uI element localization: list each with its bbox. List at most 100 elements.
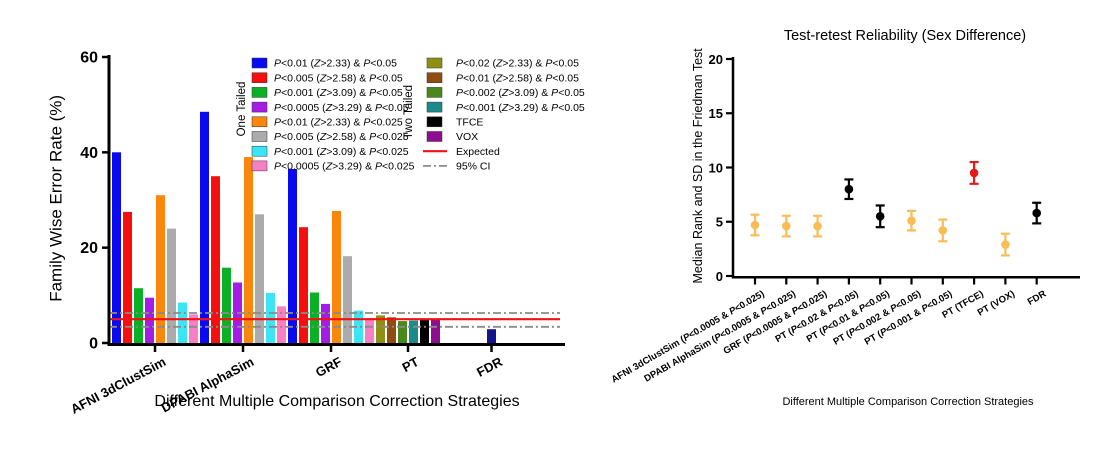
data-point — [1032, 208, 1041, 218]
category-label-fdr: FDR — [1026, 288, 1049, 307]
data-point — [969, 168, 979, 178]
data-point — [782, 221, 791, 231]
bar-afni-3dclustsim-2 — [134, 288, 143, 343]
bar-grf-5 — [343, 256, 352, 343]
legend-swatch-two-tailed-1 — [426, 72, 443, 83]
bar-afni-3dclustsim-5 — [167, 228, 176, 343]
bar-grf-0 — [288, 169, 297, 343]
legend-swatch-one-tailed-3 — [251, 101, 268, 113]
errorbar-point-pt-tfce — [969, 160, 979, 185]
y-tick-label: 0 — [716, 269, 723, 284]
legend-label-one-tailed-6: P<0.001 (Z>3.09) & P<0.025 — [274, 146, 409, 158]
fwer-y-axis-title: Family Wise Error Rate (%) — [46, 94, 66, 302]
category-label-fdr: FDR — [474, 354, 505, 380]
legend-swatch-two-tailed-4 — [426, 116, 443, 128]
data-point — [938, 226, 948, 235]
bar-afni-3dclustsim-7 — [189, 314, 198, 343]
bar-grf-1 — [299, 227, 308, 343]
bar-dpabi-alphasim-0 — [200, 111, 209, 343]
legend-label-two-tailed-0: P<0.02 (Z>2.33) & P<0.05 — [456, 58, 579, 70]
bar-pt-5 — [431, 319, 440, 343]
y-tick-label: 20 — [80, 240, 98, 257]
reliability-y-axis-title: Median Rank and SD in the Friedman Test — [691, 48, 706, 284]
bar-pt-0 — [376, 315, 385, 343]
errorbar-point-pt-p-0-01-p-0-05 — [875, 204, 885, 229]
y-tick-label: 15 — [709, 106, 723, 121]
errorbar-point-fdr — [1032, 201, 1042, 225]
reliability-chart-title: Test-retest Reliability (Sex Difference) — [783, 28, 1027, 44]
legend-label-one-tailed-4: P<0.01 (Z>2.33) & P<0.025 — [274, 117, 403, 129]
legend-label-one-tailed-3: P<0.0005 (Z>3.29) & P<0.05 — [274, 102, 409, 114]
bar-grf-7 — [365, 318, 374, 343]
bar-dpabi-alphasim-7 — [277, 306, 286, 343]
bar-pt-2 — [398, 321, 407, 343]
legend-swatch-one-tailed-0 — [251, 57, 268, 69]
bar-afni-3dclustsim-6 — [178, 302, 187, 343]
bar-grf-2 — [310, 292, 319, 343]
bar-dpabi-alphasim-1 — [211, 176, 220, 343]
bar-dpabi-alphasim-4 — [244, 157, 253, 343]
legend-swatch-one-tailed-6 — [251, 145, 268, 157]
legend-swatch-two-tailed-2 — [426, 87, 443, 98]
legend-label-two-tailed-4: TFCE — [456, 117, 483, 129]
category-label-pt: PT — [400, 354, 422, 375]
legend-one-tailed-title: One Tailed — [236, 82, 248, 137]
legend-expected-label: Expected — [456, 146, 500, 158]
bar-afni-3dclustsim-3 — [145, 297, 154, 343]
reliability-x-axis-title: Different Multiple Comparison Correction… — [782, 396, 1034, 408]
bar-group-afni-3dclustsim — [112, 152, 198, 343]
bar-dpabi-alphasim-5 — [255, 214, 264, 343]
legend-label-two-tailed-1: P<0.01 (Z>2.58) & P<0.05 — [456, 72, 579, 84]
legend-label-two-tailed-5: VOX — [456, 131, 478, 143]
data-point — [907, 216, 916, 225]
errorbar-point-grf-p-0-0005-p-0-025 — [813, 214, 823, 238]
y-tick-label: 5 — [716, 215, 723, 230]
bar-group-fdr — [487, 329, 496, 343]
errorbar-point-pt-vox — [1000, 232, 1010, 257]
y-tick-label: 40 — [80, 145, 98, 162]
bar-grf-4 — [332, 211, 341, 343]
errorbar-point-pt-p-0-002-p-0-05 — [907, 209, 916, 232]
y-tick-label: 10 — [709, 160, 723, 175]
legend-swatch-one-tailed-1 — [251, 72, 268, 83]
data-point — [750, 220, 760, 230]
legend-swatch-one-tailed-2 — [251, 87, 268, 98]
bar-grf-3 — [321, 303, 330, 343]
bar-fdr-0 — [487, 329, 496, 343]
bar-group-grf — [288, 169, 374, 343]
legend-label-one-tailed-0: P<0.01 (Z>2.33) & P<0.05 — [274, 58, 397, 70]
fwer-x-axis-title: Different Multiple Comparison Correction… — [154, 393, 520, 410]
bar-afni-3dclustsim-0 — [112, 152, 121, 343]
data-point — [875, 212, 885, 221]
errorbar-point-dpabi-alphasim-p-0-0005-p-0-025 — [781, 214, 791, 238]
legend-swatch-two-tailed-3 — [426, 101, 443, 113]
legend-swatch-one-tailed-4 — [251, 116, 268, 128]
y-tick-label: 0 — [89, 336, 98, 353]
bar-dpabi-alphasim-2 — [222, 267, 231, 343]
legend-swatch-two-tailed-0 — [426, 57, 443, 69]
legend-label-one-tailed-2: P<0.001 (Z>3.09) & P<0.05 — [274, 87, 403, 99]
bar-grf-6 — [354, 310, 363, 343]
data-point — [1001, 240, 1010, 249]
errorbar-point-pt-p-0-02-p-0-05 — [844, 178, 854, 201]
bar-group-pt — [376, 315, 440, 343]
data-point — [813, 221, 822, 231]
legend: One Tailed P<0.01 (Z>2.33) & P<0.05 P<0.00… — [236, 58, 585, 173]
legend-label-two-tailed-3: P<0.001 (Z>3.29) & P<0.05 — [456, 102, 585, 114]
bar-pt-1 — [387, 317, 396, 343]
legend-ci-label: 95% CI — [456, 161, 490, 173]
bar-afni-3dclustsim-1 — [123, 211, 132, 343]
legend-label-two-tailed-2: P<0.002 (Z>3.09) & P<0.05 — [456, 87, 585, 99]
legend-label-one-tailed-5: P<0.005 (Z>2.58) & P<0.025 — [274, 131, 409, 143]
errorbar-point-pt-p-0-001-p-0-05 — [938, 218, 948, 243]
bar-pt-3 — [409, 320, 418, 343]
y-tick-label: 60 — [80, 50, 98, 67]
legend-swatch-one-tailed-7 — [251, 160, 268, 172]
category-label-grf: GRF — [313, 354, 344, 380]
legend-swatch-two-tailed-5 — [426, 131, 443, 142]
data-point — [844, 184, 854, 194]
